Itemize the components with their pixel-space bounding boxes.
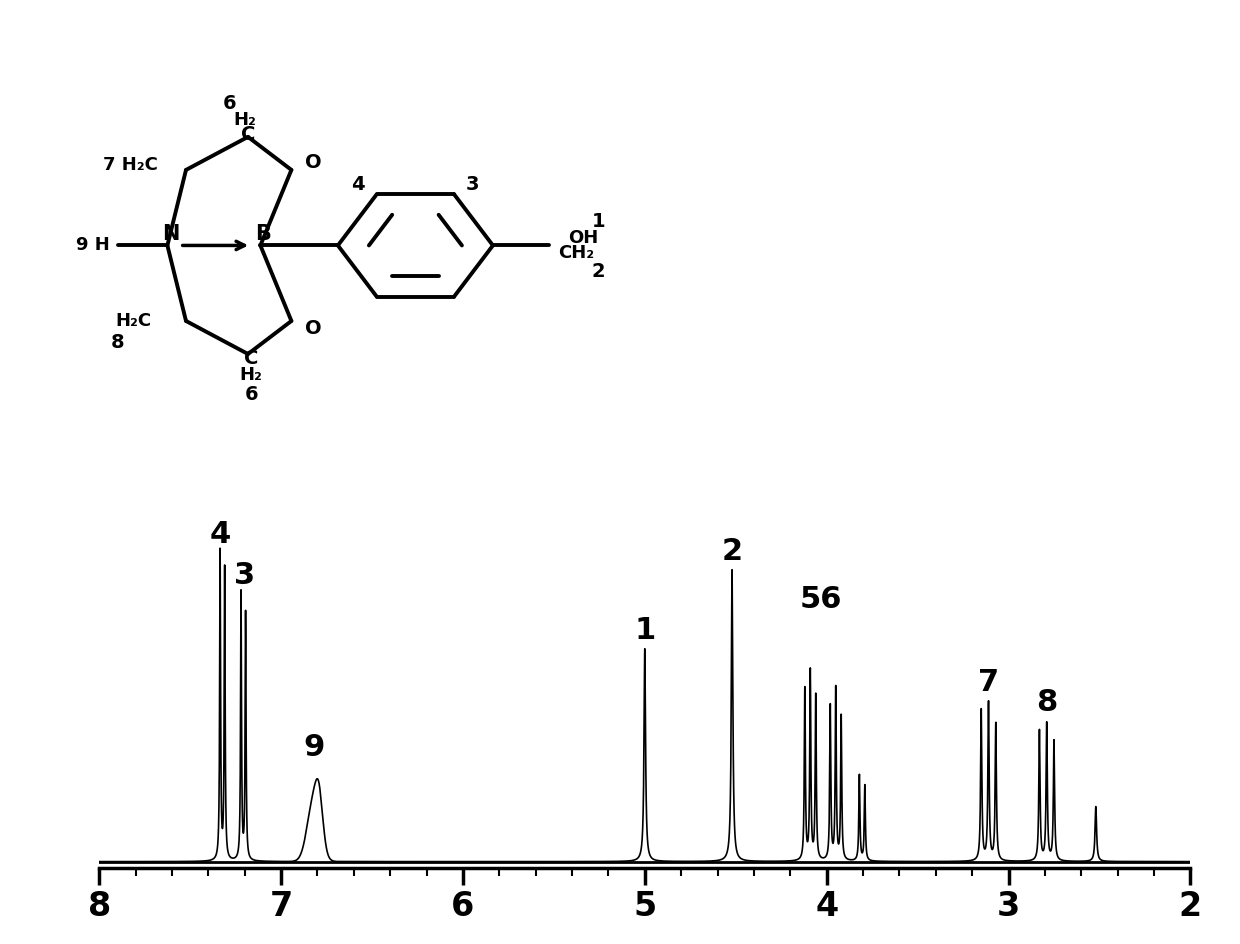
Text: 2: 2 [722,537,743,566]
Text: 8: 8 [1037,688,1058,717]
Text: 56: 56 [800,585,842,615]
Text: O: O [305,318,321,338]
Text: H₂C: H₂C [115,312,151,330]
Text: 6: 6 [223,94,236,113]
Text: 7 H₂C: 7 H₂C [103,156,157,175]
Text: N: N [161,224,180,244]
Text: H₂: H₂ [233,111,257,129]
Text: 4: 4 [351,176,365,194]
Text: C: C [241,125,255,144]
Text: C: C [244,349,258,368]
Text: H₂: H₂ [239,366,263,384]
Text: O: O [305,153,321,173]
Text: 9: 9 [303,733,325,762]
Text: 4: 4 [210,520,231,549]
Text: 6: 6 [244,384,258,404]
Text: 3: 3 [234,562,255,590]
Text: 3: 3 [466,176,480,194]
Text: 2: 2 [591,261,605,281]
Text: OH: OH [568,229,598,247]
Text: 7: 7 [978,667,999,697]
Text: 1: 1 [591,212,605,231]
Text: CH₂: CH₂ [558,244,595,261]
Text: 1: 1 [634,616,656,646]
Text: 8: 8 [112,332,124,352]
Text: 9 H: 9 H [76,236,110,255]
Text: B: B [255,224,272,244]
